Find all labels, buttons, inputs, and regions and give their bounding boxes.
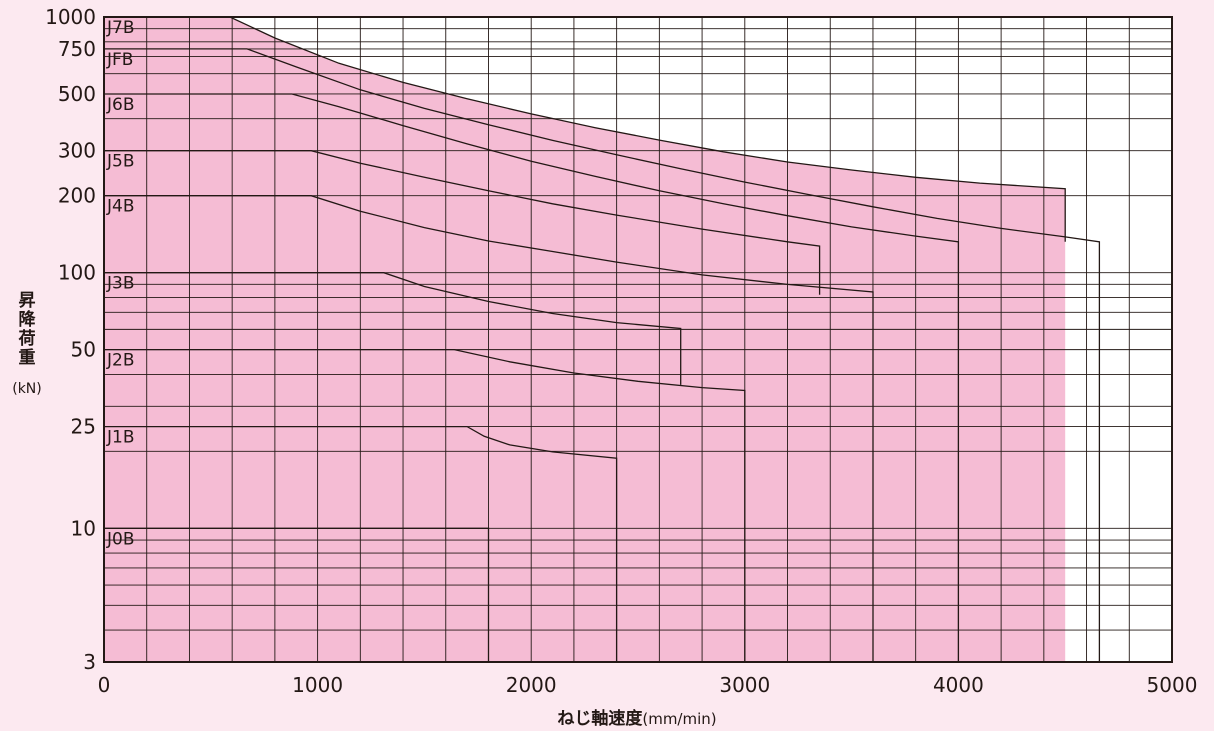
x-tick-label: 5000 [1147, 673, 1198, 697]
zone-fill-j7b [104, 17, 1066, 662]
zone-boundary-j0b [104, 527, 490, 662]
y-axis-label-char: 降 [19, 309, 37, 330]
y-tick-label: 100 [58, 261, 96, 285]
x-tick-label: 1000 [292, 673, 343, 697]
zone-boundary-j1b [104, 425, 618, 662]
zone-boundary-j5b [104, 150, 821, 295]
x-tick-label: 4000 [933, 673, 984, 697]
zone-boundary-j2b [104, 348, 746, 662]
zone-boundary-j3b [104, 272, 682, 385]
y-axis-label-char: 荷 [19, 328, 36, 349]
zone-boundary-j4b [104, 195, 874, 662]
y-tick-label: 200 [58, 184, 96, 208]
x-axis-label-unit: (mm/min) [642, 710, 716, 728]
x-tick-label: 0 [98, 673, 111, 697]
y-tick-label: 1000 [45, 5, 96, 29]
zone-label-j2b: J2B [106, 351, 135, 371]
y-tick-label: 25 [71, 415, 96, 439]
y-tick-label: 3 [83, 650, 96, 674]
zone-boundary-jfb [104, 48, 1101, 662]
grid [104, 16, 1172, 662]
x-axis-label: ねじ軸速度(mm/min) [557, 708, 716, 729]
y-axis-label-char: 昇 [19, 291, 36, 311]
x-axis-label-main: ねじ軸速度 [557, 708, 643, 729]
y-axis-label-unit: (kN) [12, 381, 42, 397]
x-tick-label: 2000 [506, 673, 557, 697]
y-tick-labels: 3 10 25 50 100 200 300 500 750 1000 [45, 5, 96, 674]
zone-label-j7b: J7B [106, 18, 135, 38]
zone-label-j1b: J1B [106, 428, 135, 448]
x-tick-labels: 0 1000 2000 3000 4000 5000 [98, 673, 1198, 697]
zone-label-j0b: J0B [106, 529, 135, 549]
zone-label-j6b: J6B [106, 95, 135, 115]
y-tick-label: 500 [58, 82, 96, 106]
y-tick-label: 10 [71, 516, 96, 540]
zone-labels: J0B J1B J2B J3B J4B J5B J6B JFB J7B [106, 18, 135, 549]
y-tick-label: 50 [71, 338, 96, 362]
zone-boundaries [104, 16, 1101, 662]
y-tick-label: 300 [58, 139, 96, 163]
zone-label-j5b: J5B [106, 152, 135, 172]
zone-boundary-j6b [104, 93, 960, 662]
zone-label-jfb: JFB [106, 50, 133, 70]
y-axis-label-char: 重 [19, 347, 36, 368]
plot-frame [103, 16, 1173, 663]
zone-label-j3b: J3B [106, 274, 135, 294]
x-tick-label: 3000 [719, 673, 770, 697]
zone-label-j4b: J4B [106, 197, 135, 217]
y-tick-label: 750 [58, 37, 96, 61]
zone-boundary-j7b [104, 16, 1066, 242]
